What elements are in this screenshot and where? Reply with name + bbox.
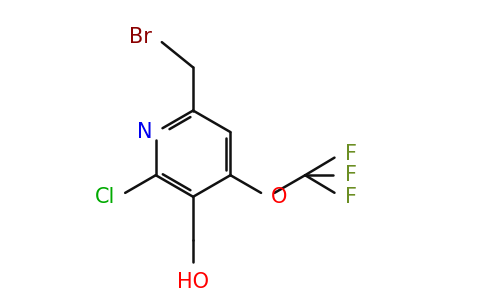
Text: F: F: [346, 165, 358, 185]
Text: HO: HO: [177, 272, 209, 292]
Text: Br: Br: [129, 27, 152, 47]
Text: F: F: [346, 187, 358, 207]
Text: O: O: [271, 187, 287, 207]
Text: F: F: [346, 144, 358, 164]
Text: Cl: Cl: [95, 187, 115, 207]
Text: N: N: [137, 122, 152, 142]
